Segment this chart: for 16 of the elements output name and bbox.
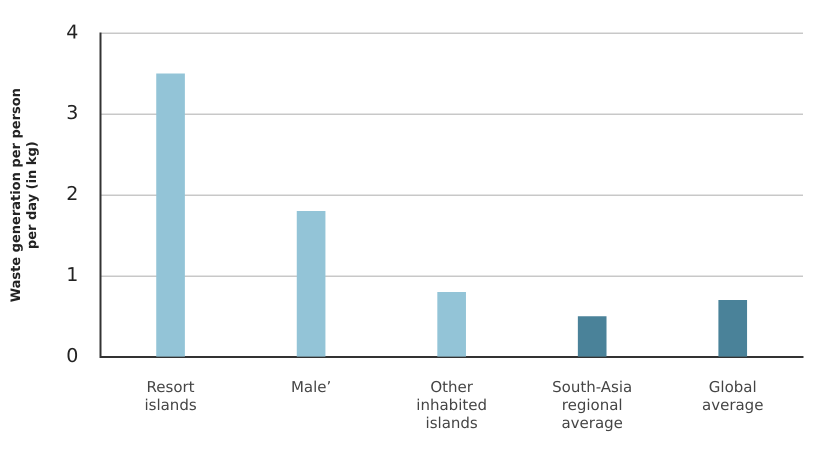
bar [437,292,466,357]
bar [296,211,326,357]
y-axis-title: Waste generation per person per day (in kg) [9,88,40,302]
y-tick-label: 1 [66,264,78,286]
x-tick-label: Resort islands [144,378,197,414]
x-tick-label: South-Asia regional average [552,378,632,432]
bar [156,74,185,357]
x-tick-label: Male’ [290,378,332,396]
bar [578,316,607,357]
bar [718,300,748,357]
y-tick-label: 3 [66,102,78,124]
y-tick-label: 2 [66,183,78,206]
y-tick-label: 4 [66,21,78,44]
y-tick-label: 0 [66,344,78,367]
x-tick-label: Global average [702,378,764,414]
x-tick-label: Other inhabited islands [416,378,487,432]
